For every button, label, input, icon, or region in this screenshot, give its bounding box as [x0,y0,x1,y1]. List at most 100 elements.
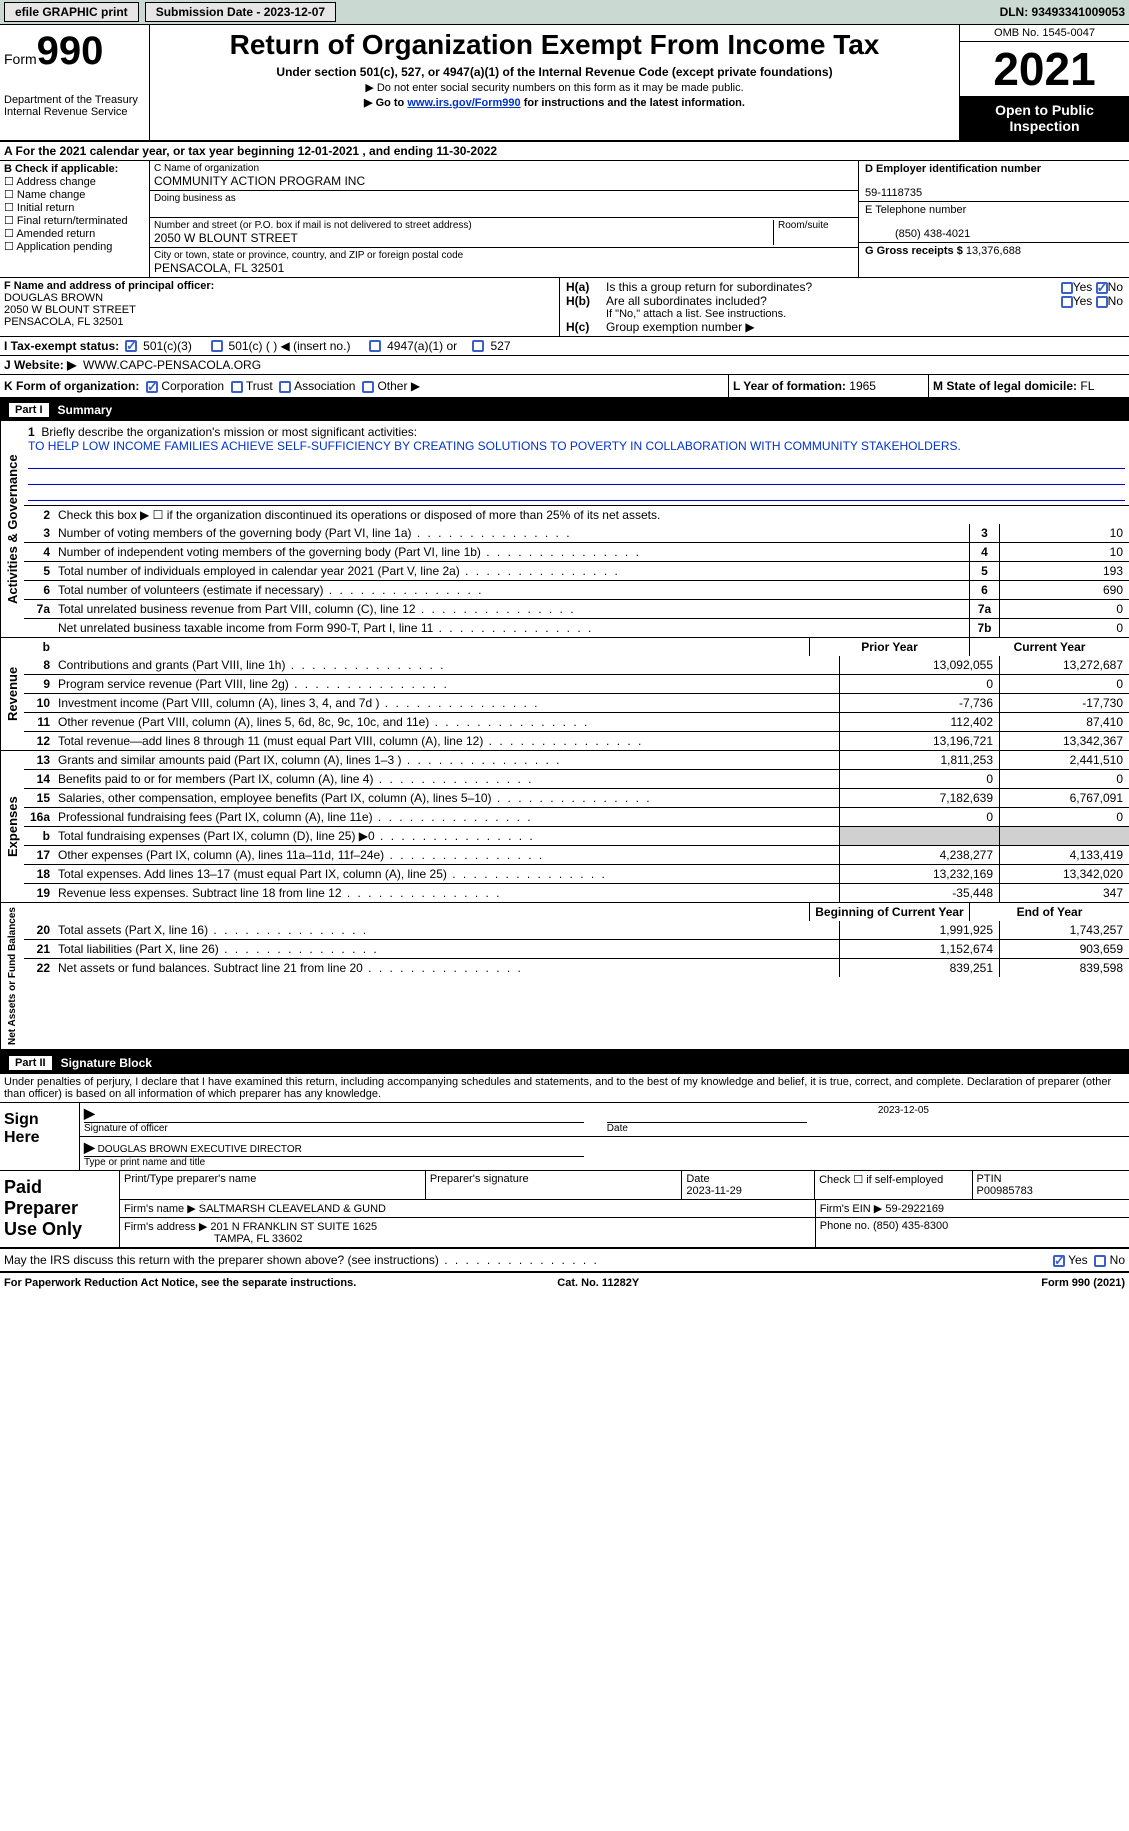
discuss-no[interactable] [1094,1255,1106,1267]
table-row: 6Total number of volunteers (estimate if… [24,580,1129,599]
part-i-bar: Part I Summary [0,399,1129,421]
street-cell: Number and street (or P.O. box if mail i… [150,218,858,248]
org-name-cell: C Name of organization COMMUNITY ACTION … [150,161,858,191]
dln-label: DLN: 93493341009053 [1000,5,1125,19]
year-formation: 1965 [849,379,876,393]
row-klm: K Form of organization: Corporation Trus… [0,375,1129,399]
i-501c[interactable] [211,340,223,352]
form-subtitle-2: ▶ Do not enter social security numbers o… [158,81,951,94]
firm-ein: 59-2922169 [885,1203,944,1215]
side-expenses: Expenses [0,751,24,902]
ha-no[interactable] [1096,282,1108,294]
chk-initial[interactable]: ☐ Initial return [4,201,145,214]
col-c: C Name of organization COMMUNITY ACTION … [150,161,859,277]
pself-lbl: Check ☐ if self-employed [815,1171,972,1199]
i-527[interactable] [472,340,484,352]
table-row: 22Net assets or fund balances. Subtract … [24,958,1129,977]
ptin: P00985783 [977,1185,1033,1197]
block-bcd: B Check if applicable: ☐ Address change … [0,161,1129,278]
form-label: Form [4,51,37,67]
irs-link[interactable]: www.irs.gov/Form990 [407,97,520,109]
col-h: H(a)Is this a group return for subordina… [560,278,1129,336]
tax-year: 2021 [960,42,1129,96]
line-1: 1 Briefly describe the organization's mi… [24,421,1129,505]
i-501c3[interactable] [125,340,137,352]
officer-printed: DOUGLAS BROWN EXECUTIVE DIRECTOR [98,1144,302,1155]
table-row: 8Contributions and grants (Part VIII, li… [24,656,1129,674]
sign-here-label: Sign Here [0,1103,80,1170]
table-row: 15Salaries, other compensation, employee… [24,788,1129,807]
k-assoc[interactable] [279,381,291,393]
officer-lbl: Type or print name and title [84,1156,584,1168]
k-other[interactable] [362,381,374,393]
form-id-block: Form990 Department of the Treasury Inter… [0,25,150,140]
firm-name: SALTMARSH CLEAVELAND & GUND [199,1203,386,1215]
officer-city: PENSACOLA, FL 32501 [4,316,123,328]
phone: (850) 438-4021 [865,228,970,240]
hb-label: Are all subordinates included? [606,294,767,308]
b-label: B Check if applicable: [4,163,118,175]
efile-button[interactable]: efile GRAPHIC print [4,2,139,22]
ha-yes[interactable] [1061,282,1073,294]
table-row: 3Number of voting members of the governi… [24,524,1129,542]
k-corp[interactable] [146,381,158,393]
footer-right: Form 990 (2021) [1041,1277,1125,1289]
officer-street: 2050 W BLOUNT STREET [4,304,136,316]
form-subtitle-3: ▶ Go to www.irs.gov/Form990 for instruct… [158,96,951,109]
city: PENSACOLA, FL 32501 [154,261,284,275]
table-row: 5Total number of individuals employed in… [24,561,1129,580]
firm-phone: (850) 435-8300 [873,1220,948,1232]
hb-yes[interactable] [1061,296,1073,308]
chk-pending[interactable]: ☐ Application pending [4,240,145,253]
sub3-pre: ▶ Go to [364,97,407,109]
date-lbl: Date [607,1122,807,1134]
omb-number: OMB No. 1545-0047 [960,25,1129,42]
chk-final[interactable]: ☐ Final return/terminated [4,214,145,227]
row-a: A For the 2021 calendar year, or tax yea… [0,142,1129,161]
mission-text: TO HELP LOW INCOME FAMILIES ACHIEVE SELF… [28,439,961,453]
hdr-current: Current Year [969,638,1129,656]
col-d: D Employer identification number 59-1118… [859,161,1129,277]
irs-label: Internal Revenue Service [4,106,145,118]
hdr-prior: Prior Year [809,638,969,656]
hdr-beg: Beginning of Current Year [809,903,969,921]
row-j: J Website: ▶ WWW.CAPC-PENSACOLA.ORG [0,356,1129,375]
table-row: 9Program service revenue (Part VIII, lin… [24,674,1129,693]
table-row: bTotal fundraising expenses (Part IX, co… [24,826,1129,845]
submission-button[interactable]: Submission Date - 2023-12-07 [145,2,336,22]
form-year-block: OMB No. 1545-0047 2021 Open to Public In… [959,25,1129,140]
table-row: 20Total assets (Part X, line 16)1,991,92… [24,921,1129,939]
hb-no[interactable] [1096,296,1108,308]
chk-amended[interactable]: ☐ Amended return [4,227,145,240]
form-header: Form990 Department of the Treasury Inter… [0,25,1129,142]
chk-address[interactable]: ☐ Address change [4,175,145,188]
sub3-post: for instructions and the latest informat… [521,97,745,109]
table-row: 17Other expenses (Part IX, column (A), l… [24,845,1129,864]
table-row: 7aTotal unrelated business revenue from … [24,599,1129,618]
state-domicile: FL [1080,379,1094,393]
table-row: 19Revenue less expenses. Subtract line 1… [24,883,1129,902]
footer-mid: Cat. No. 11282Y [557,1277,639,1289]
table-row: 12Total revenue—add lines 8 through 11 (… [24,731,1129,750]
i-4947[interactable] [369,340,381,352]
table-row: 21Total liabilities (Part X, line 26)1,1… [24,939,1129,958]
part-i: Activities & Governance 1 Briefly descri… [0,421,1129,1052]
table-row: 13Grants and similar amounts paid (Part … [24,751,1129,769]
hc-label: Group exemption number ▶ [606,320,755,334]
street: 2050 W BLOUNT STREET [154,231,298,245]
form-title: Return of Organization Exempt From Incom… [158,29,951,61]
side-netassets: Net Assets or Fund Balances [0,903,24,1049]
open-inspection: Open to Public Inspection [960,96,1129,140]
form-subtitle-1: Under section 501(c), 527, or 4947(a)(1)… [158,65,951,79]
k-trust[interactable] [231,381,243,393]
table-row: 4Number of independent voting members of… [24,542,1129,561]
row-i: I Tax-exempt status: 501(c)(3) 501(c) ( … [0,337,1129,356]
block-fhg: F Name and address of principal officer:… [0,278,1129,337]
discuss-yes[interactable] [1053,1255,1065,1267]
sign-here-block: Sign Here ▶ 2023-12-05 Signature of offi… [0,1103,1129,1171]
phone-cell: E Telephone number (850) 438-4021 [859,202,1129,243]
pname-lbl: Print/Type preparer's name [120,1171,426,1199]
chk-name[interactable]: ☐ Name change [4,188,145,201]
part-ii-bar: Part II Signature Block [0,1052,1129,1074]
firm-addr2: TAMPA, FL 33602 [124,1233,302,1245]
